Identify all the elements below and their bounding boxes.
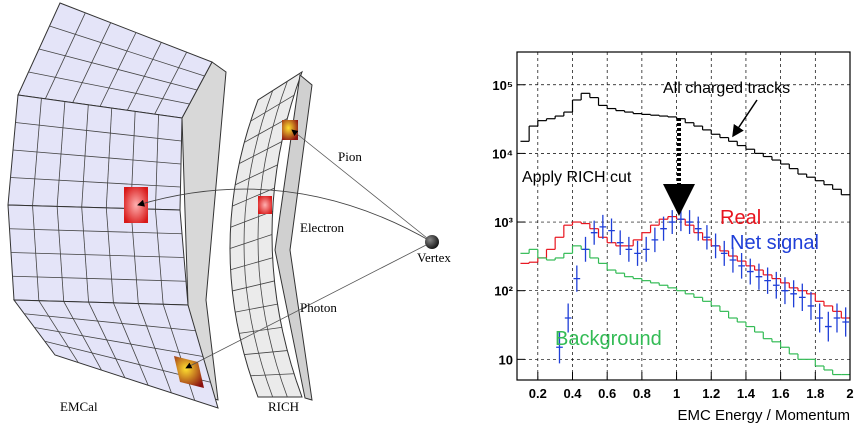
data-point bbox=[790, 280, 797, 308]
series-label: Real bbox=[720, 207, 761, 229]
data-point bbox=[781, 277, 789, 305]
rich-grid bbox=[250, 373, 295, 377]
x-tick-label: 0.6 bbox=[598, 386, 616, 401]
x-tick-label: 2 bbox=[846, 386, 853, 401]
data-point bbox=[660, 216, 667, 241]
data-point bbox=[625, 236, 633, 262]
electron-label: Electron bbox=[300, 220, 345, 235]
track bbox=[185, 241, 433, 369]
plot-area bbox=[520, 92, 850, 376]
panel-grid bbox=[10, 177, 181, 188]
data-point bbox=[599, 214, 607, 239]
vertex-label: Vertex bbox=[417, 250, 451, 265]
panel-grid bbox=[10, 252, 185, 258]
rich-grid bbox=[250, 94, 295, 122]
rich-grid bbox=[244, 118, 288, 143]
data-point bbox=[642, 236, 650, 262]
rich-grid bbox=[243, 90, 274, 398]
data-point bbox=[772, 271, 780, 299]
data-point bbox=[651, 227, 659, 253]
rich-grid bbox=[239, 326, 282, 334]
rich-grid bbox=[238, 141, 282, 164]
panel-grid bbox=[9, 228, 183, 235]
emcal-label: EMCal bbox=[60, 399, 98, 414]
annotation-arrow bbox=[732, 99, 758, 138]
data-point bbox=[816, 303, 823, 333]
track bbox=[137, 188, 433, 243]
x-tick-label: 0.4 bbox=[563, 386, 582, 401]
series-label: Background bbox=[555, 328, 662, 350]
rich-label: RICH bbox=[268, 399, 299, 414]
x-tick-label: 1.6 bbox=[772, 386, 790, 401]
series-label: Net signal bbox=[730, 232, 819, 254]
data-point bbox=[694, 216, 702, 241]
plot-frame bbox=[516, 51, 851, 381]
panel-grid bbox=[34, 327, 204, 357]
data-point bbox=[746, 258, 754, 285]
rich-grid bbox=[230, 257, 273, 271]
data-point bbox=[686, 210, 693, 234]
vertex bbox=[425, 235, 439, 249]
y-tick-label: 10⁵ bbox=[492, 78, 513, 93]
data-point bbox=[608, 218, 615, 243]
x-tick-label: 0.2 bbox=[529, 386, 547, 401]
y-tick-label: 10² bbox=[494, 284, 513, 299]
rich-grid bbox=[257, 81, 288, 398]
data-point bbox=[824, 311, 832, 342]
annotation: Apply RICH cut bbox=[522, 169, 632, 186]
data-point bbox=[755, 263, 763, 290]
x-axis-label: EMC Energy / Momentum bbox=[677, 407, 850, 424]
annotation: All charged tracks bbox=[663, 80, 790, 97]
data-point bbox=[556, 331, 563, 364]
hit bbox=[174, 356, 204, 388]
data-point bbox=[712, 233, 719, 259]
data-point bbox=[798, 283, 806, 312]
rich-grid bbox=[234, 164, 278, 186]
panel-grid bbox=[12, 275, 187, 282]
data-point bbox=[703, 225, 711, 250]
hit bbox=[124, 187, 148, 223]
x-tick-label: 1 bbox=[673, 386, 680, 401]
hit bbox=[282, 120, 298, 140]
x-tick-label: 0.8 bbox=[633, 386, 651, 401]
x-tick-label: 1.8 bbox=[806, 386, 824, 401]
y-tick-label: 10³ bbox=[494, 215, 513, 230]
rich-grid bbox=[232, 187, 275, 207]
panel-grid bbox=[12, 149, 182, 165]
rich-grid bbox=[229, 234, 273, 249]
data-point bbox=[616, 230, 624, 256]
data-point bbox=[720, 240, 728, 266]
data-point bbox=[582, 236, 589, 262]
data-point bbox=[764, 267, 771, 294]
rich-grid bbox=[232, 280, 275, 292]
data-point bbox=[564, 303, 572, 333]
y-tick-label: 10⁴ bbox=[492, 146, 513, 161]
panel-grid bbox=[49, 25, 205, 77]
chart: 0.2 0.4 0.6 0.8 1 1.2 1.4 1.6 1.8 2 10 10² 10³ 10⁴ 10⁵… bbox=[492, 51, 854, 401]
x-tick-label: 1.2 bbox=[702, 386, 720, 401]
rich-grid bbox=[244, 350, 288, 355]
data-point bbox=[573, 265, 581, 292]
panel-grid bbox=[28, 71, 190, 105]
panel-grid bbox=[38, 48, 198, 91]
data-point bbox=[842, 307, 849, 337]
data-point bbox=[590, 220, 598, 245]
data-point bbox=[833, 303, 841, 333]
photon-label: Photon bbox=[300, 300, 337, 315]
y-tick-label: 10 bbox=[499, 352, 513, 367]
hit bbox=[258, 196, 272, 214]
data-point bbox=[634, 240, 641, 266]
panel-grid bbox=[15, 122, 182, 142]
rich-grid bbox=[235, 303, 278, 313]
panel-grid bbox=[24, 313, 196, 332]
track bbox=[291, 129, 433, 243]
x-tick-label: 1.4 bbox=[737, 386, 756, 401]
data-point bbox=[668, 210, 676, 234]
data-point bbox=[807, 291, 815, 320]
detector-diagram bbox=[7, 2, 439, 409]
data-point bbox=[738, 253, 745, 279]
data-point bbox=[729, 247, 737, 273]
pion-label: Pion bbox=[338, 149, 362, 164]
